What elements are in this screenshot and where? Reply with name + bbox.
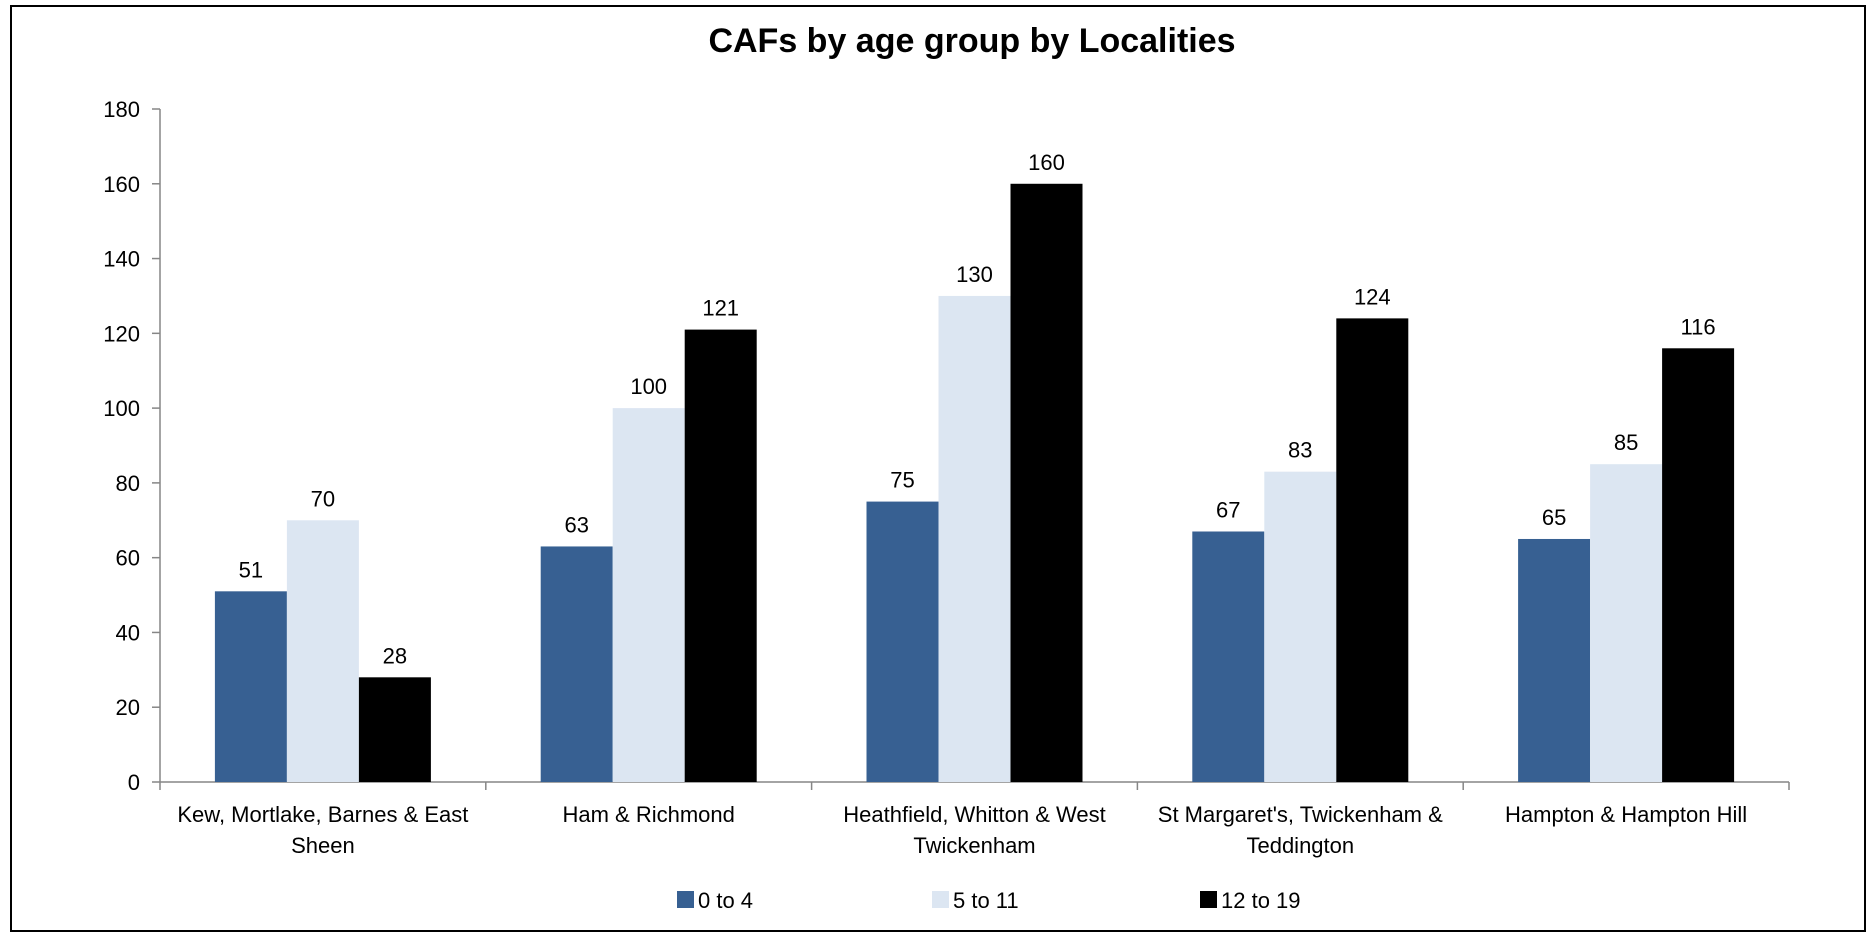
bar (866, 501, 939, 782)
y-tick-label: 40 (116, 620, 140, 645)
data-label: 124 (1354, 284, 1391, 309)
legend-label: 5 to 11 (953, 888, 1019, 913)
y-tick-label: 0 (128, 770, 140, 795)
x-tick-label: St Margaret's, Twickenham & Teddington (1158, 802, 1443, 858)
data-labels: 51 70 28 63 100 121 75 130 160 67 83 124 65 85 116 (239, 150, 1716, 669)
bar (1264, 471, 1337, 782)
data-label: 83 (1288, 438, 1312, 463)
x-tick-label: Hampton & Hampton Hill (1505, 802, 1747, 827)
data-label: 160 (1028, 150, 1065, 175)
y-tick-label: 80 (116, 471, 140, 496)
data-label: 67 (1216, 497, 1240, 522)
y-tick-label: 100 (103, 396, 140, 421)
data-label: 65 (1542, 505, 1566, 530)
data-label: 63 (564, 512, 588, 537)
bar (1192, 531, 1265, 782)
chart-title: CAFs by age group by Localities (708, 22, 1235, 60)
bar (540, 546, 613, 782)
bar (1518, 538, 1591, 782)
data-label: 130 (956, 262, 993, 287)
legend-swatch (932, 891, 949, 908)
data-label: 121 (702, 296, 739, 321)
legend-label: 12 to 19 (1221, 888, 1301, 913)
y-tick-label: 60 (116, 546, 140, 571)
bar (938, 295, 1011, 782)
y-tick-label: 160 (103, 172, 140, 197)
data-label: 28 (383, 643, 407, 668)
bar (612, 408, 685, 782)
y-tick-label: 120 (103, 321, 140, 346)
bar (214, 591, 287, 782)
x-tick-label: Ham & Richmond (563, 802, 735, 827)
chart-frame: CAFs by age group by Localities 0 20 40 60 8… (10, 5, 1866, 932)
bar (1590, 464, 1663, 782)
data-label: 51 (239, 557, 263, 582)
bar (1336, 318, 1409, 782)
legend-swatch (1200, 891, 1217, 908)
bar (358, 677, 431, 782)
x-tick-label: Heathfield, Whitton & West Twickenham (843, 802, 1106, 858)
data-label: 75 (890, 468, 914, 493)
legend: 0 to 4 5 to 11 12 to 19 (677, 888, 1301, 913)
legend-label: 0 to 4 (698, 888, 753, 913)
y-tick-label: 140 (103, 247, 140, 272)
y-tick-label: 20 (116, 695, 140, 720)
data-label: 85 (1614, 430, 1638, 455)
data-label: 70 (311, 486, 335, 511)
bar-chart: CAFs by age group by Localities 0 20 40 60 8… (103, 22, 1790, 913)
y-tick-label: 180 (103, 97, 140, 122)
bar (1662, 348, 1735, 782)
axes: 0 20 40 60 80 100 120 140 160 180 Kew, Mortlake, B… (103, 97, 1790, 858)
legend-swatch (677, 891, 694, 908)
data-label: 116 (1681, 314, 1716, 339)
data-label: 100 (630, 374, 667, 399)
bar (1010, 183, 1083, 782)
x-tick-label: Kew, Mortlake, Barnes & East Sheen (177, 802, 468, 858)
bar (286, 520, 359, 782)
bar (684, 329, 757, 782)
bars (214, 183, 1735, 782)
